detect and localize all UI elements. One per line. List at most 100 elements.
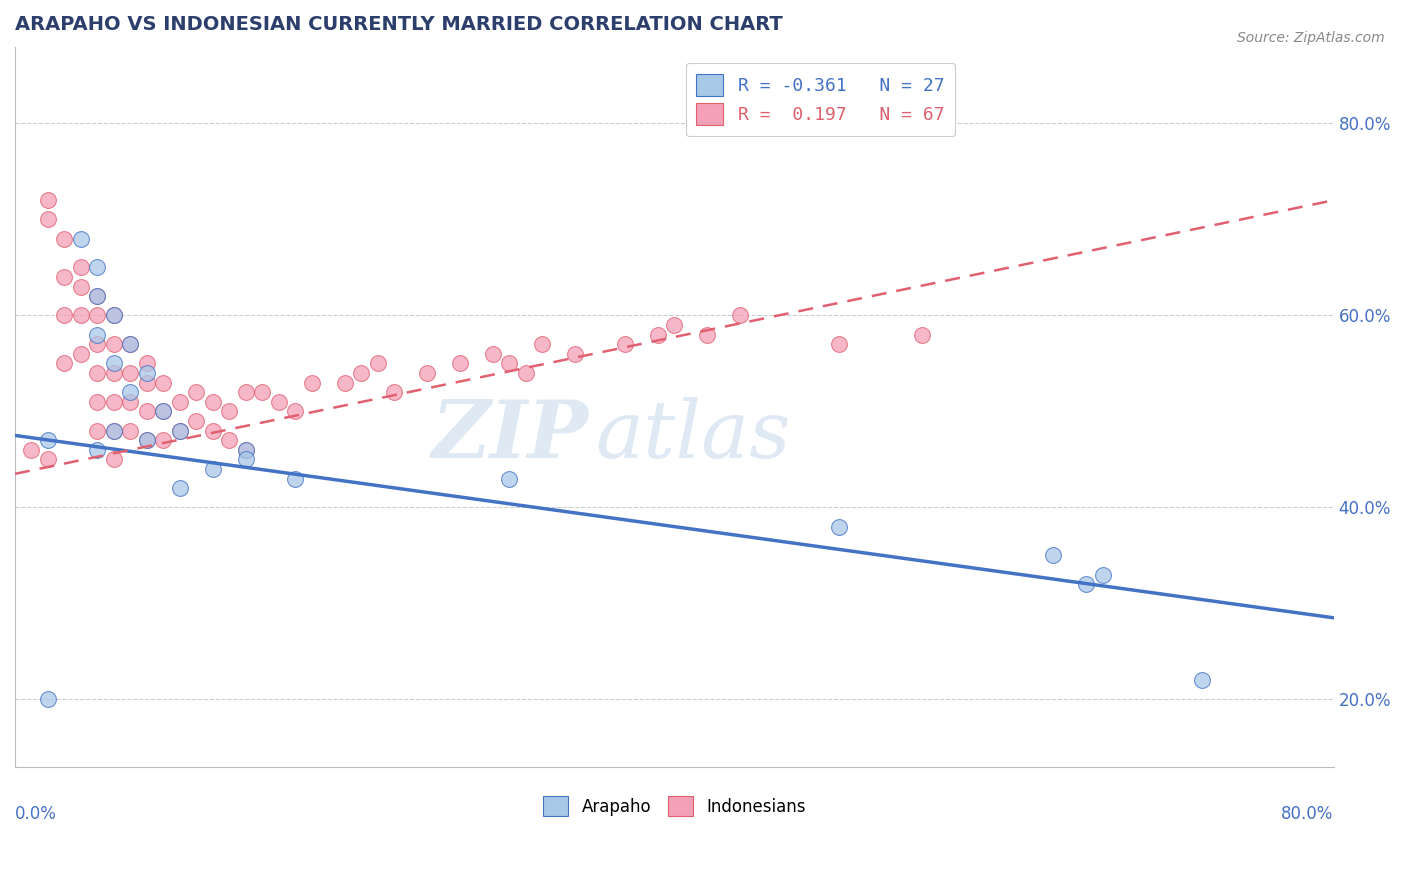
- Point: [86, 442, 108, 457]
- Point: [120, 394, 142, 409]
- Text: 0.0%: 0.0%: [15, 805, 56, 823]
- Point: [103, 309, 125, 323]
- Text: ZIP: ZIP: [432, 397, 589, 475]
- Text: ARAPAHO VS INDONESIAN CURRENTLY MARRIED CORRELATION CHART: ARAPAHO VS INDONESIAN CURRENTLY MARRIED …: [15, 15, 783, 34]
- Point: [482, 347, 505, 361]
- Point: [284, 404, 307, 418]
- Point: [86, 260, 108, 275]
- Legend: Arapaho, Indonesians: Arapaho, Indonesians: [537, 789, 813, 823]
- Point: [828, 519, 851, 533]
- Point: [910, 327, 932, 342]
- Point: [103, 337, 125, 351]
- Point: [53, 270, 76, 285]
- Point: [103, 424, 125, 438]
- Point: [218, 434, 240, 448]
- Point: [86, 337, 108, 351]
- Point: [169, 394, 191, 409]
- Point: [103, 309, 125, 323]
- Point: [37, 452, 59, 467]
- Point: [1091, 567, 1114, 582]
- Point: [86, 289, 108, 303]
- Point: [70, 232, 93, 246]
- Point: [728, 309, 751, 323]
- Point: [135, 434, 157, 448]
- Point: [498, 472, 520, 486]
- Point: [169, 424, 191, 438]
- Point: [515, 366, 537, 380]
- Point: [86, 394, 108, 409]
- Point: [103, 424, 125, 438]
- Point: [86, 327, 108, 342]
- Point: [647, 327, 669, 342]
- Point: [120, 424, 142, 438]
- Point: [135, 404, 157, 418]
- Point: [235, 385, 257, 400]
- Point: [169, 424, 191, 438]
- Point: [37, 193, 59, 207]
- Point: [1042, 549, 1064, 563]
- Point: [135, 356, 157, 370]
- Point: [333, 376, 356, 390]
- Point: [135, 434, 157, 448]
- Point: [53, 232, 76, 246]
- Point: [1076, 577, 1098, 591]
- Point: [103, 356, 125, 370]
- Point: [37, 434, 59, 448]
- Point: [152, 434, 174, 448]
- Point: [37, 692, 59, 706]
- Point: [86, 309, 108, 323]
- Point: [53, 309, 76, 323]
- Text: 80.0%: 80.0%: [1281, 805, 1334, 823]
- Point: [449, 356, 471, 370]
- Point: [70, 279, 93, 293]
- Point: [416, 366, 439, 380]
- Point: [696, 327, 718, 342]
- Point: [103, 394, 125, 409]
- Point: [120, 337, 142, 351]
- Point: [564, 347, 586, 361]
- Point: [86, 366, 108, 380]
- Point: [70, 347, 93, 361]
- Point: [498, 356, 520, 370]
- Point: [382, 385, 405, 400]
- Point: [120, 366, 142, 380]
- Point: [135, 366, 157, 380]
- Point: [120, 337, 142, 351]
- Point: [53, 356, 76, 370]
- Point: [828, 337, 851, 351]
- Point: [531, 337, 554, 351]
- Point: [252, 385, 274, 400]
- Point: [169, 481, 191, 495]
- Point: [86, 289, 108, 303]
- Point: [664, 318, 686, 332]
- Point: [86, 424, 108, 438]
- Point: [103, 366, 125, 380]
- Point: [135, 376, 157, 390]
- Point: [152, 404, 174, 418]
- Point: [1191, 673, 1213, 688]
- Point: [235, 442, 257, 457]
- Point: [152, 404, 174, 418]
- Point: [201, 462, 224, 476]
- Point: [201, 394, 224, 409]
- Point: [301, 376, 323, 390]
- Point: [350, 366, 373, 380]
- Point: [37, 212, 59, 227]
- Point: [186, 385, 208, 400]
- Point: [201, 424, 224, 438]
- Point: [70, 260, 93, 275]
- Point: [186, 414, 208, 428]
- Point: [235, 442, 257, 457]
- Point: [284, 472, 307, 486]
- Point: [152, 376, 174, 390]
- Point: [120, 385, 142, 400]
- Text: Source: ZipAtlas.com: Source: ZipAtlas.com: [1237, 31, 1385, 45]
- Point: [367, 356, 389, 370]
- Point: [267, 394, 290, 409]
- Point: [613, 337, 636, 351]
- Point: [70, 309, 93, 323]
- Point: [218, 404, 240, 418]
- Point: [235, 452, 257, 467]
- Point: [20, 442, 42, 457]
- Point: [103, 452, 125, 467]
